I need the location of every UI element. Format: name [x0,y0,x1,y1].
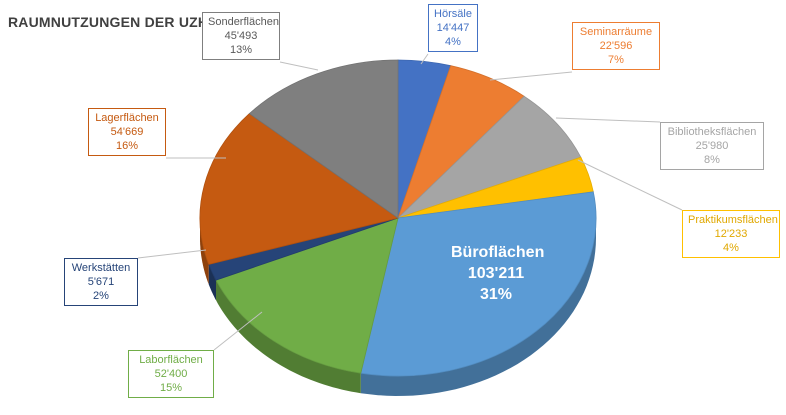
callout-werkstätten: Werkstätten 5'671 2% [64,258,138,306]
callout-bibliotheksflächen: Bibliotheksflächen 25'980 8% [660,122,764,170]
chart-title: RAUMNUTZUNGEN DER UZH [8,14,209,30]
label-name: Seminarräume [579,26,653,38]
label-percent: 15% [159,382,183,394]
label-percent: 7% [608,54,624,66]
label-name: Hörsäle [434,8,472,20]
callout-praktikumsflächen: Praktikumsflächen 12'233 4% [682,210,780,258]
leader-line-werkstätten [137,249,207,259]
label-name: Büroflächen [451,244,545,261]
label-value: 52'400 [154,368,188,380]
callout-seminarräume: Seminarräume 22'596 7% [572,22,660,70]
label-name: Werkstätten [71,262,131,274]
pie-slice-büroflächen [360,191,597,377]
callout-laborflächen: Laborflächen 52'400 15% [128,350,214,398]
label-value: 22'596 [599,40,633,52]
callout-sonderflächen: Sonderflächen 45'493 13% [202,12,280,60]
label-percent: 4% [445,36,461,48]
label-name: Sonderflächen [208,16,279,28]
callout-hörsäle: Hörsäle 14'447 4% [428,4,478,52]
pie-slice-sonderflächen [248,59,399,219]
pie-slice-laborflächen [215,217,399,374]
label-value: 14'447 [436,22,470,34]
leader-line-praktikumsflächen [577,159,683,211]
label-name: Lagerflächen [95,112,159,124]
label-percent: 4% [723,242,739,254]
pie-side-büroflächen [360,218,596,396]
label-value: 5'671 [87,276,115,288]
callout-büroflächen: Büroflächen 103'211 31% [446,240,546,307]
pie-side-werkstätten [208,264,216,301]
pie-slice-bibliotheksflächen [397,95,582,219]
label-value: 45'493 [224,30,258,42]
callout-lagerflächen: Lagerflächen 54'669 16% [88,108,166,156]
label-name: Laborflächen [139,354,203,366]
leader-line-laborflächen [213,311,263,351]
leader-line-hörsäle [420,53,429,65]
label-percent: 16% [115,140,139,152]
label-value: 12'233 [714,228,748,240]
label-percent: 8% [704,154,720,166]
label-percent: 2% [93,290,109,302]
label-value: 103'211 [467,265,525,282]
leader-line-seminarräume [489,71,573,81]
label-percent: 13% [229,44,253,56]
label-name: Bibliotheksflächen [667,126,757,138]
label-percent: 31% [479,286,513,303]
leader-line-sonderflächen [279,61,319,71]
label-value: 25'980 [695,140,729,152]
label-name: Praktikumsflächen [688,214,778,226]
label-value: 54'669 [110,126,144,138]
leader-line-bibliotheksflächen [555,117,661,123]
